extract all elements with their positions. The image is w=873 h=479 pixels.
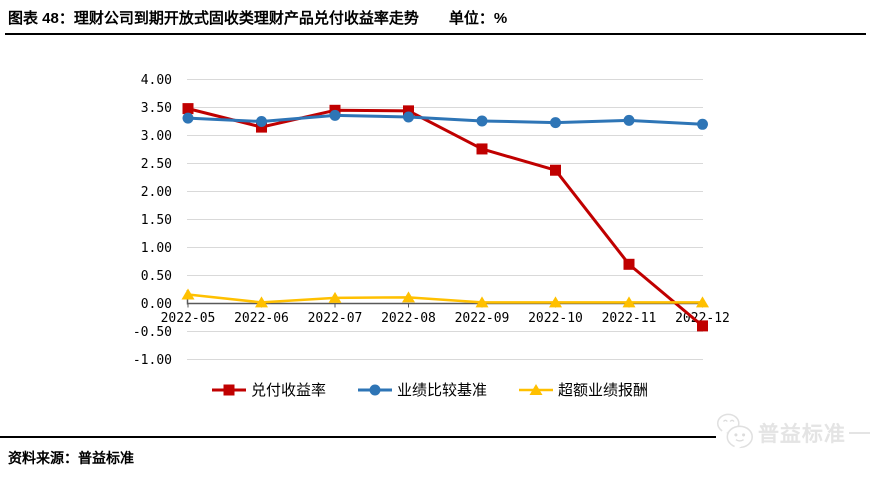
legend-marker-square-icon (211, 384, 246, 395)
y-axis-tick-label: 3.00 (141, 129, 172, 144)
series-line-redemption-yield (187, 107, 704, 328)
y-axis-tick-label: 1.50 (141, 213, 172, 228)
series-marker-redemption-yield (697, 320, 708, 332)
watermark: 普益标准 (712, 406, 870, 460)
series-marker-excess-performance-fee (181, 288, 195, 300)
unit-label: 单位：% (448, 10, 508, 27)
chart-legend: 兑付收益率 业绩比较基准 超额业绩报酬 (150, 379, 710, 400)
x-axis-tick-label: 2022-11 (602, 311, 657, 326)
series-marker-performance-benchmark (476, 115, 488, 127)
y-axis-tick-label: -1.00 (133, 353, 172, 368)
x-axis-tick-label: 2022-10 (528, 311, 583, 326)
series-marker-excess-performance-fee (402, 291, 415, 303)
series-marker-redemption-yield (623, 258, 635, 270)
series-marker-redemption-yield (550, 164, 561, 176)
legend-label: 业绩比较基准 (396, 382, 487, 399)
series-marker-redemption-yield (403, 105, 414, 117)
top-divider-rule (5, 33, 866, 35)
y-axis-tick-label: 4.00 (141, 73, 172, 88)
watermark-line (848, 432, 870, 434)
chart-title-row: 图表 48：理财公司到期开放式固收类理财产品兑付收益率走势 单位：% (8, 7, 507, 28)
legend-item-excess-performance-fee: 超额业绩报酬 (519, 379, 648, 400)
wechat-chat-bubbles-icon (716, 413, 753, 453)
series-marker-redemption-yield (182, 103, 194, 115)
y-axis-tick-label: 1.00 (141, 241, 172, 256)
watermark-text: 普益标准 (757, 423, 846, 446)
legend-label: 兑付收益率 (250, 382, 326, 399)
legend-marker-circle-icon (357, 384, 392, 395)
series-marker-performance-benchmark (550, 117, 561, 129)
series-marker-performance-benchmark (623, 114, 635, 126)
series-marker-performance-benchmark (329, 109, 341, 121)
series-marker-redemption-yield (256, 121, 267, 133)
legend-marker-triangle-icon (519, 383, 553, 395)
series-marker-redemption-yield (476, 143, 488, 155)
legend-label: 超额业绩报酬 (558, 382, 649, 399)
legend-item-redemption-yield: 兑付收益率 (211, 379, 326, 400)
series-marker-excess-performance-fee (622, 296, 636, 308)
series-marker-performance-benchmark (697, 118, 708, 130)
series-marker-excess-performance-fee (475, 296, 489, 308)
y-axis-tick-label: -0.50 (133, 325, 172, 340)
series-marker-excess-performance-fee (696, 296, 709, 308)
series-line-excess-performance-fee (187, 293, 703, 304)
page-title: 图表 48：理财公司到期开放式固收类理财产品兑付收益率走势 (8, 10, 419, 27)
y-axis-tick-label: 0.50 (141, 269, 172, 284)
x-axis-tick-label: 2022-08 (381, 311, 436, 326)
series-marker-performance-benchmark (403, 111, 414, 123)
y-axis-tick-label: 0.00 (141, 297, 172, 312)
y-axis-tick-label: 2.00 (141, 185, 172, 200)
y-axis-tick-label: 3.50 (141, 101, 172, 116)
x-axis-tick-label: 2022-07 (308, 311, 363, 326)
x-axis-tick-label: 2022-06 (234, 311, 289, 326)
x-axis-tick-label: 2022-05 (161, 311, 216, 326)
series-marker-excess-performance-fee (255, 296, 268, 308)
source-label: 资料来源：普益标准 (8, 450, 134, 466)
y-axis-tick-label: 2.50 (141, 157, 172, 172)
series-marker-performance-benchmark (182, 112, 194, 124)
legend-item-performance-benchmark: 业绩比较基准 (357, 379, 487, 400)
series-marker-performance-benchmark (256, 116, 267, 127)
series-line-performance-benchmark (187, 113, 703, 126)
x-axis-tick-label: 2022-09 (455, 311, 510, 326)
series-marker-excess-performance-fee (328, 291, 342, 303)
bottom-divider-rule (0, 436, 716, 438)
series-marker-excess-performance-fee (549, 296, 562, 308)
